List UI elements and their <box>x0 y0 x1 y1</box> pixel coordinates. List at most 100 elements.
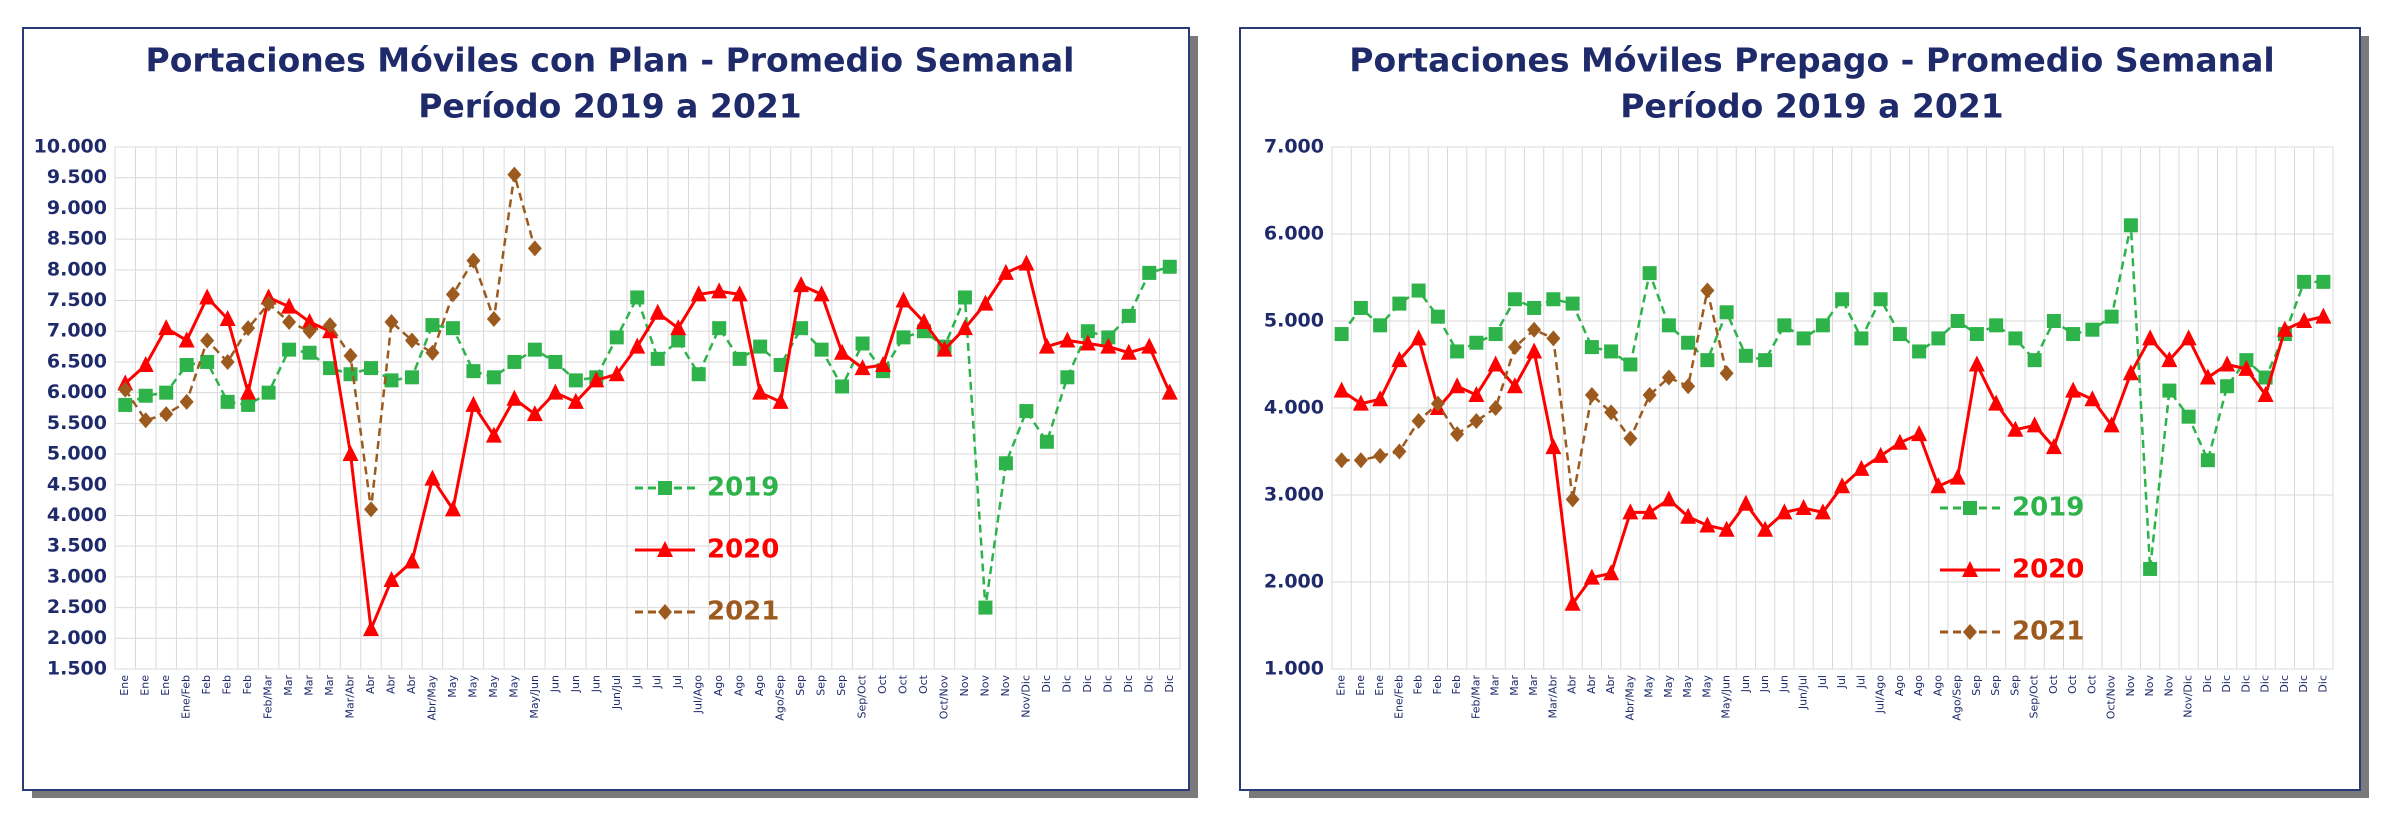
data-point <box>485 426 502 443</box>
x-tick-label: Feb <box>200 675 213 694</box>
x-tick-label: Ago/Sep <box>1951 675 1964 721</box>
data-point <box>813 285 830 302</box>
data-point <box>2162 383 2177 398</box>
x-tick-label: May <box>1681 675 1694 698</box>
y-tick-label: 2.000 <box>47 627 107 649</box>
data-point <box>2065 381 2082 398</box>
data-point <box>1584 386 1599 403</box>
x-tick-label: Nov <box>2143 675 2156 697</box>
x-tick-label: Oct/Nov <box>937 675 950 720</box>
data-point <box>2200 453 2215 468</box>
data-point <box>1100 337 1117 354</box>
data-point <box>1411 283 1426 298</box>
chart-title: Portaciones Móviles con Plan - Promedio … <box>146 41 1075 80</box>
data-point <box>690 285 707 302</box>
data-point <box>527 342 542 357</box>
data-point <box>834 343 851 360</box>
x-tick-label: Ene <box>1354 675 1367 696</box>
y-tick-label: 6.000 <box>47 381 107 403</box>
data-point <box>178 331 195 348</box>
data-point <box>1583 568 1600 585</box>
data-point <box>2180 329 2197 346</box>
data-point <box>2123 218 2138 233</box>
data-point <box>1642 386 1657 403</box>
x-tick-label: Dic <box>1060 675 1073 693</box>
data-point <box>1853 459 1870 476</box>
x-tick-label: Jun <box>1739 675 1752 693</box>
x-tick-label: Oct <box>876 674 889 694</box>
data-point <box>855 336 870 351</box>
data-point <box>220 394 235 409</box>
data-point <box>691 367 706 382</box>
data-point <box>1872 446 1889 463</box>
data-point <box>403 552 420 569</box>
data-point <box>138 412 153 429</box>
x-tick-label: Dic <box>2220 675 2233 693</box>
data-point <box>936 340 953 357</box>
x-tick-label: Ago <box>712 675 725 697</box>
data-point <box>650 351 665 366</box>
data-point <box>1527 321 1542 338</box>
y-tick-label: 10.000 <box>34 136 107 158</box>
data-point <box>179 393 194 410</box>
y-tick-label: 1.000 <box>1264 658 1324 680</box>
data-point <box>1968 355 1985 372</box>
x-tick-label: Dic <box>1163 675 1176 693</box>
data-point <box>1757 520 1774 537</box>
y-tick-label: 9.500 <box>47 166 107 188</box>
data-point <box>1700 353 1715 368</box>
data-point <box>1488 327 1503 342</box>
data-point <box>1719 305 1734 320</box>
data-point <box>1507 339 1522 356</box>
x-tick-label: Dic <box>2201 675 2214 693</box>
data-point <box>1449 377 1466 394</box>
data-point <box>1988 394 2005 411</box>
data-point <box>364 501 379 518</box>
data-point <box>2027 353 2042 368</box>
data-point <box>323 317 338 334</box>
series-line <box>1340 225 2324 570</box>
x-tick-label: Abr/May <box>425 675 438 721</box>
data-point <box>240 383 257 400</box>
x-tick-label: Jul/Ago <box>692 675 705 714</box>
data-point <box>711 282 728 299</box>
legend-marker <box>658 604 672 620</box>
x-tick-label: May/Jun <box>1720 675 1733 719</box>
x-tick-label: Sep/Oct <box>2028 674 2041 718</box>
x-tick-label: May <box>507 675 520 698</box>
y-tick-label: 4.000 <box>47 504 107 526</box>
data-point <box>895 291 912 308</box>
x-tick-label: Feb/Mar <box>262 675 275 719</box>
x-tick-label: Jun/Jul <box>1797 675 1810 710</box>
data-point <box>137 356 154 373</box>
data-point <box>1162 259 1177 274</box>
data-point <box>363 620 380 637</box>
data-point <box>1873 292 1888 307</box>
data-point <box>2296 312 2313 328</box>
data-point <box>732 351 747 366</box>
x-tick-label: Ene <box>1373 675 1386 696</box>
chart-subtitle: Período 2019 a 2021 <box>418 87 802 126</box>
y-tick-label: 7.500 <box>47 289 107 311</box>
data-point <box>1661 369 1676 386</box>
data-point <box>896 330 911 345</box>
x-tick-label: Mar <box>1527 675 1540 696</box>
data-point <box>179 358 194 373</box>
data-point <box>302 323 317 340</box>
data-point <box>466 252 481 269</box>
data-point <box>1430 395 1445 412</box>
data-point <box>2297 274 2312 289</box>
x-tick-label: Feb <box>1431 675 1444 694</box>
x-tick-label: May <box>487 675 500 698</box>
data-point <box>2220 379 2235 394</box>
data-point <box>159 385 174 400</box>
data-point <box>1488 400 1503 416</box>
y-tick-label: 6.000 <box>1264 223 1324 245</box>
legend-marker <box>657 541 673 557</box>
x-tick-label: May <box>446 675 459 698</box>
legend-marker <box>1962 561 1978 577</box>
data-point <box>199 288 216 305</box>
data-point <box>466 364 481 379</box>
data-point <box>1892 327 1907 342</box>
x-tick-label: Sep <box>1970 675 1983 696</box>
